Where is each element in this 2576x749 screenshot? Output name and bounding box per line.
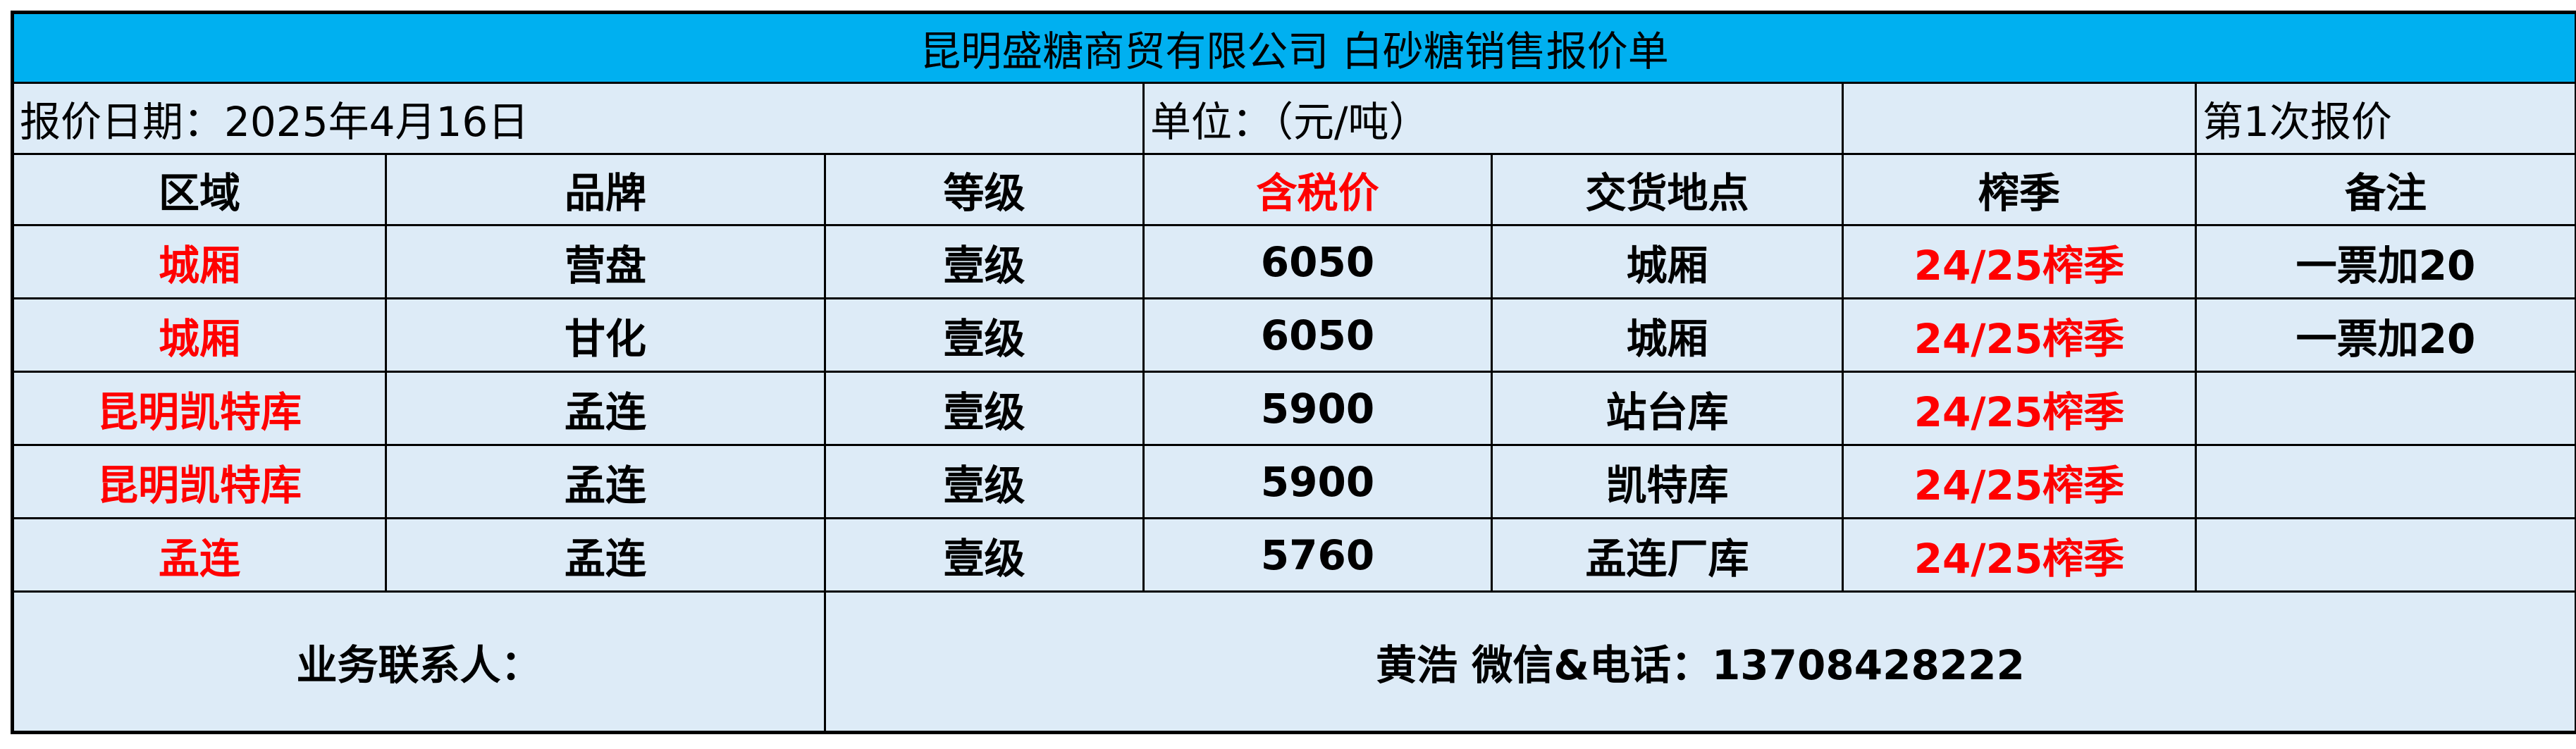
contact-label: 业务联系人： (11, 590, 826, 733)
price-quote-table: 昆明盛糖商贸有限公司 白砂糖销售报价单 报价日期：2025年4月16日 单位：（… (11, 11, 2576, 734)
header-region: 区域 (11, 153, 387, 226)
cell-delivery: 站台库 (1491, 371, 1844, 446)
table-row: 城厢 甘化 壹级 6050 城厢 24/25榨季 一票加20 (11, 297, 2576, 373)
cell-grade: 壹级 (824, 371, 1145, 446)
cell-region: 城厢 (11, 224, 387, 299)
cell-grade: 壹级 (824, 224, 1145, 299)
cell-season: 24/25榨季 (1842, 371, 2197, 446)
cell-price: 6050 (1142, 224, 1493, 299)
quote-round: 第1次报价 (2194, 82, 2576, 155)
cell-season: 24/25榨季 (1842, 517, 2197, 593)
header-delivery: 交货地点 (1491, 153, 1844, 226)
cell-brand: 营盘 (385, 224, 826, 299)
cell-remark (2194, 371, 2576, 446)
cell-delivery: 孟连厂库 (1491, 517, 1844, 593)
header-row: 区域 品牌 等级 含税价 交货地点 榨季 备注 (11, 153, 2576, 226)
cell-remark: 一票加20 (2194, 297, 2576, 373)
cell-region: 昆明凯特库 (11, 371, 387, 446)
cell-season: 24/25榨季 (1842, 297, 2197, 373)
cell-season: 24/25榨季 (1842, 224, 2197, 299)
table-row: 城厢 营盘 壹级 6050 城厢 24/25榨季 一票加20 (11, 224, 2576, 299)
cell-delivery: 城厢 (1491, 297, 1844, 373)
table-row: 昆明凯特库 孟连 壹级 5900 站台库 24/25榨季 (11, 371, 2576, 446)
header-brand: 品牌 (385, 153, 826, 226)
cell-grade: 壹级 (824, 444, 1145, 519)
cell-price: 6050 (1142, 297, 1493, 373)
header-grade: 等级 (824, 153, 1145, 226)
empty-cell (1842, 82, 2197, 155)
cell-delivery: 凯特库 (1491, 444, 1844, 519)
cell-region: 城厢 (11, 297, 387, 373)
header-price: 含税价 (1142, 153, 1493, 226)
table-row: 孟连 孟连 壹级 5760 孟连厂库 24/25榨季 (11, 517, 2576, 593)
sheet-title: 昆明盛糖商贸有限公司 白砂糖销售报价单 (11, 11, 2576, 84)
cell-grade: 壹级 (824, 517, 1145, 593)
cell-brand: 孟连 (385, 444, 826, 519)
contact-value: 黄浩 微信&电话：13708428222 (823, 590, 2576, 733)
cell-remark: 一票加20 (2194, 224, 2576, 299)
unit-label: 单位：（元/吨） (1142, 82, 1844, 155)
cell-season: 24/25榨季 (1842, 444, 2197, 519)
cell-remark (2194, 517, 2576, 593)
cell-brand: 孟连 (385, 371, 826, 446)
header-remark: 备注 (2194, 153, 2576, 226)
quote-date: 报价日期：2025年4月16日 (11, 82, 1145, 155)
table-row: 昆明凯特库 孟连 壹级 5900 凯特库 24/25榨季 (11, 444, 2576, 519)
cell-region: 孟连 (11, 517, 387, 593)
cell-remark (2194, 444, 2576, 519)
cell-brand: 孟连 (385, 517, 826, 593)
cell-brand: 甘化 (385, 297, 826, 373)
cell-price: 5900 (1142, 444, 1493, 519)
header-season: 榨季 (1842, 153, 2197, 226)
cell-delivery: 城厢 (1491, 224, 1844, 299)
cell-price: 5900 (1142, 371, 1493, 446)
cell-grade: 壹级 (824, 297, 1145, 373)
cell-price: 5760 (1142, 517, 1493, 593)
cell-region: 昆明凯特库 (11, 444, 387, 519)
